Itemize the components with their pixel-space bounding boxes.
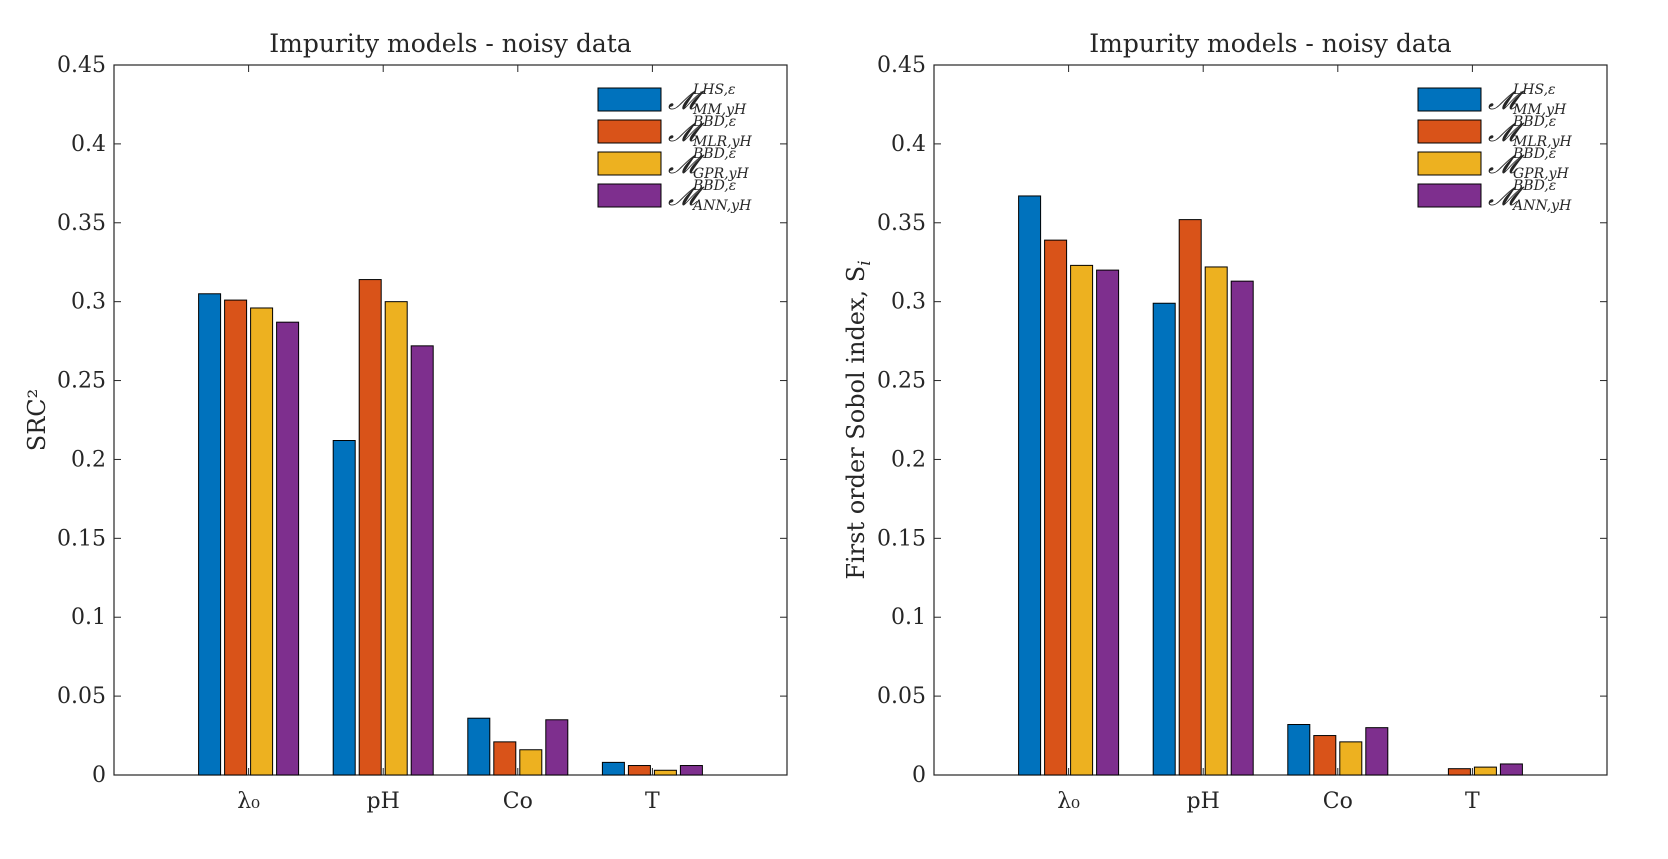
ytick-label: 0.15	[57, 526, 106, 551]
legend-subscript-4: ANN,yH	[1511, 198, 1572, 214]
bar-s3-3	[653, 769, 677, 776]
legend-swatch-2	[597, 119, 662, 144]
legend-swatch-1	[1417, 87, 1482, 112]
ytick-label: 0.35	[57, 211, 106, 236]
ytick-label: 0.05	[877, 684, 926, 709]
ytick-label: 0.45	[877, 53, 926, 78]
bar-s2-3	[627, 765, 651, 776]
legend-superscript-3: BBD,ε	[1512, 146, 1556, 162]
chart-title: Impurity models - noisy data	[269, 29, 631, 58]
bar-s2-0	[1044, 239, 1068, 776]
bar-s3-0	[1070, 264, 1094, 776]
ytick-label: 0.3	[891, 290, 926, 315]
xtick-label: λ₀	[237, 789, 260, 814]
xtick-label: T	[645, 789, 660, 814]
legend-superscript-3: BBD,ε	[692, 146, 736, 162]
bar-s4-2	[545, 719, 569, 776]
legend-subscript-2: MLR,yH	[1512, 134, 1573, 150]
bar-s4-3	[1499, 763, 1523, 776]
bar-s1-1	[1152, 302, 1176, 776]
legend-swatch-1	[597, 87, 662, 112]
ytick-label: 0.1	[71, 605, 106, 630]
bar-s4-0	[276, 321, 300, 776]
bar-s4-2	[1365, 727, 1389, 776]
bar-s2-1	[1178, 219, 1202, 776]
bar-s2-0	[224, 299, 248, 776]
y-axis-label-text: First order Sobol index, S	[842, 266, 870, 580]
xtick-label: pH	[1187, 789, 1220, 814]
bar-s2-1	[358, 279, 382, 776]
ytick-label: 0.15	[877, 526, 926, 551]
ytick-label: 0	[92, 763, 106, 788]
legend-swatch-4	[1417, 183, 1482, 208]
legend-subscript-1: MM,yH	[692, 102, 747, 118]
bar-s4-1	[410, 345, 434, 776]
bar-s1-2	[467, 717, 491, 776]
bar-s3-0	[250, 307, 274, 776]
legend-subscript-4: ANN,yH	[691, 198, 752, 214]
y-axis-label-subscript: i	[855, 260, 875, 265]
chart-left-panel: 0 0.05 0.1 0.15 0.2 0.25 0.3 0.35 0.4 0.45 λ₀ pH Co T…	[23, 29, 788, 814]
ytick-label: 0	[912, 763, 926, 788]
chart-title: Impurity models - noisy data	[1089, 29, 1451, 58]
ytick-label: 0.2	[891, 447, 926, 472]
ytick-label: 0.4	[71, 132, 106, 157]
legend-swatch-4	[597, 183, 662, 208]
legend-subscript-3: GPR,yH	[693, 166, 750, 182]
y-axis-label: First order Sobol index, Si	[842, 260, 875, 579]
bar-s1-0	[1018, 195, 1042, 776]
y-axis-label: SRC²	[23, 389, 51, 452]
ytick-label: 0.05	[57, 684, 106, 709]
legend-superscript-1: LHS,ε	[1512, 82, 1556, 98]
ytick-label: 0.4	[891, 132, 926, 157]
ytick-label: 0.25	[877, 369, 926, 394]
bar-s3-3	[1473, 766, 1497, 776]
xtick-label: Co	[503, 789, 533, 814]
ytick-label: 0.25	[57, 369, 106, 394]
bar-s1-1	[332, 440, 356, 776]
bar-s1-2	[1287, 724, 1311, 776]
bar-s4-1	[1230, 280, 1254, 776]
ytick-label: 0.1	[891, 605, 926, 630]
ytick-label: 0.2	[71, 447, 106, 472]
xtick-label: Co	[1323, 789, 1353, 814]
bar-s2-2	[493, 741, 517, 776]
legend-superscript-1: LHS,ε	[692, 82, 736, 98]
bar-s4-3	[679, 765, 703, 776]
plot-area	[113, 64, 788, 776]
ytick-label: 0.35	[877, 211, 926, 236]
legend-swatch-3	[1417, 151, 1482, 176]
legend-superscript-2: BBD,ε	[692, 114, 736, 130]
legend-swatch-3	[597, 151, 662, 176]
legend-swatch-2	[1417, 119, 1482, 144]
bar-s3-2	[1339, 741, 1363, 776]
bar-s3-1	[1204, 266, 1228, 776]
y-axis-label-text: SRC²	[23, 389, 51, 452]
plot-area	[933, 64, 1608, 776]
legend-subscript-1: MM,yH	[1512, 102, 1567, 118]
xtick-label: pH	[367, 789, 400, 814]
bar-s1-0	[198, 293, 222, 776]
bar-s4-0	[1096, 269, 1120, 776]
bar-s2-2	[1313, 735, 1337, 776]
ytick-label: 0.45	[57, 53, 106, 78]
bar-s3-2	[519, 749, 543, 776]
legend-superscript-4: BBD,ε	[1512, 178, 1556, 194]
bar-s1-3	[601, 761, 625, 776]
bar-s3-1	[384, 301, 408, 776]
ytick-label: 0.3	[71, 290, 106, 315]
xtick-label: T	[1465, 789, 1480, 814]
legend-subscript-3: GPR,yH	[1513, 166, 1570, 182]
xtick-label: λ₀	[1057, 789, 1080, 814]
legend-superscript-2: BBD,ε	[1512, 114, 1556, 130]
chart-right-panel: 0 0.05 0.1 0.15 0.2 0.25 0.3 0.35 0.4 0.45 λ₀ pH Co T…	[842, 29, 1608, 814]
legend-subscript-2: MLR,yH	[692, 134, 753, 150]
legend-superscript-4: BBD,ε	[692, 178, 736, 194]
bar-s2-3	[1447, 768, 1471, 776]
